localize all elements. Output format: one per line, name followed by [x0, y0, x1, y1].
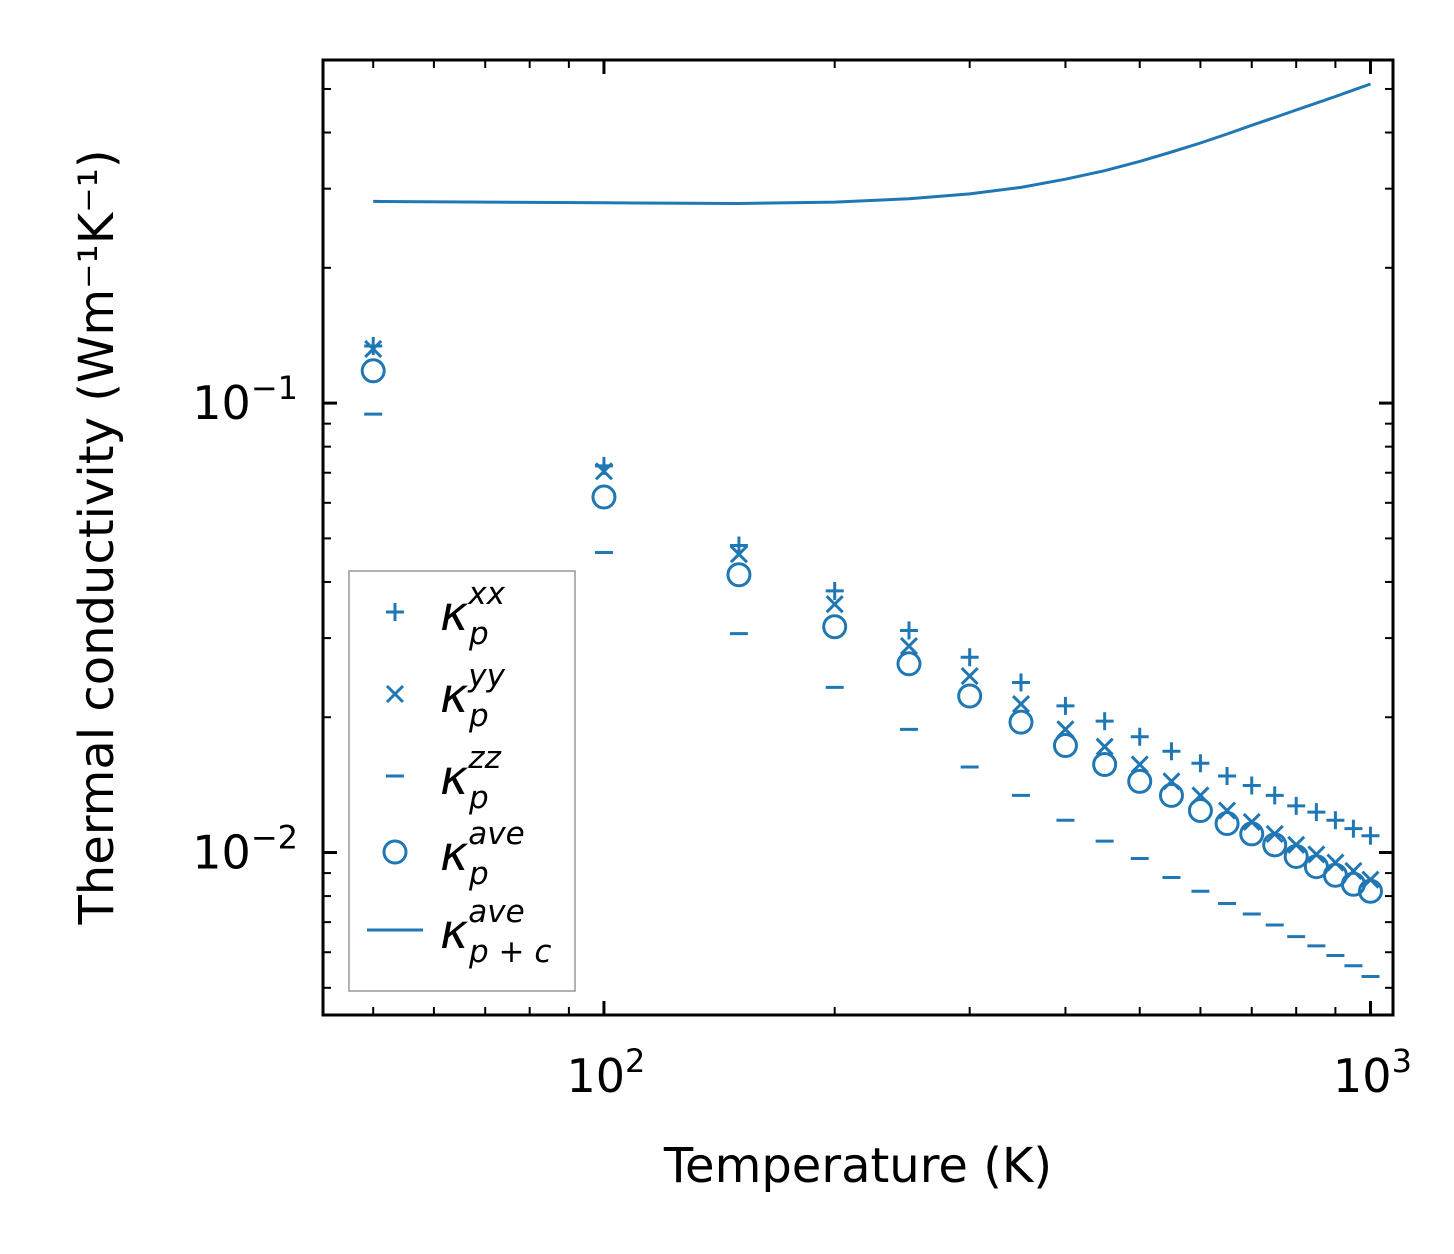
data-point-x [960, 666, 979, 686]
data-point-circle [1158, 782, 1184, 808]
data-point-circle [1092, 751, 1118, 777]
data-point-plus [1095, 712, 1114, 731]
data-point-plus [1011, 673, 1030, 692]
legend-marker-circle [382, 839, 408, 865]
series-ave-line [373, 82, 1372, 206]
data-point-circle [896, 651, 922, 677]
x-stroke [385, 684, 405, 704]
data-point-plus [1162, 742, 1181, 761]
x-stroke [1095, 737, 1114, 756]
x-tick-label: 103 [1333, 1042, 1412, 1103]
legend-item: κave p + c [367, 894, 551, 970]
data-point-plus [960, 648, 979, 667]
data-point-circle [1187, 798, 1213, 824]
x-stroke [825, 595, 844, 614]
data-point-circle [360, 358, 386, 384]
data-point-x [1326, 853, 1345, 872]
x-stroke [1218, 801, 1237, 820]
data-point-plus [1242, 776, 1261, 795]
data-point-plus [364, 336, 383, 355]
data-point-plus [1191, 754, 1210, 773]
x-stroke [899, 637, 919, 656]
x-stroke [1326, 853, 1345, 872]
data-point-circle [1357, 878, 1383, 904]
data-point-plus [1287, 796, 1306, 815]
y-axis-label: Thermal conductivity (Wm⁻¹K⁻¹) [69, 149, 125, 925]
x-tick-label: 102 [567, 1042, 646, 1103]
data-point-plus [1307, 803, 1326, 822]
legend-label: κyy p [440, 658, 506, 734]
x-stroke [1130, 755, 1149, 774]
data-point-x [594, 462, 614, 481]
legend-marker-plus [386, 603, 404, 621]
data-point-circle [1008, 709, 1034, 735]
legend-label: κave p + c [440, 894, 551, 970]
data-point-plus [825, 581, 844, 600]
data-point-plus [1344, 819, 1363, 838]
legend-item: κyy p [385, 658, 506, 734]
data-point-circle [957, 683, 983, 709]
legend-label: κxx p [440, 576, 506, 652]
data-point-circle [1239, 821, 1265, 847]
x-stroke [364, 339, 383, 358]
legend-label: κzz p [440, 740, 502, 816]
legend-marker-x [385, 684, 405, 704]
x-stroke [594, 462, 614, 481]
legend-item: κave p [382, 816, 525, 892]
data-point-plus [1326, 811, 1345, 830]
legend-frame [348, 570, 576, 992]
y-tick-label: 10−2 [192, 819, 298, 880]
series-zz-markers [364, 412, 1380, 978]
y-tick-label: 10−1 [192, 369, 298, 430]
data-point-circle [1262, 832, 1288, 858]
plot-area [360, 82, 1383, 978]
series-line-kappa-p-plus-c-ave [373, 82, 1372, 206]
data-point-circle [1052, 733, 1078, 759]
data-point-plus [1130, 727, 1149, 746]
data-point-x [729, 545, 748, 564]
x-axis-label: Temperature (K) [663, 1138, 1052, 1194]
data-point-plus [1265, 786, 1284, 805]
series-ave-markers [360, 358, 1383, 904]
x-stroke [729, 545, 748, 564]
data-point-x [1130, 755, 1149, 774]
data-point-circle [1340, 871, 1366, 897]
data-point-x [364, 339, 383, 358]
legend-item: κzz p [386, 740, 502, 816]
tick-labels: 102 103 10−1 10−2 [192, 369, 1412, 1103]
data-point-plus [1218, 767, 1237, 786]
data-point-circle [822, 614, 848, 640]
x-stroke [960, 666, 979, 686]
data-point-circle [1283, 843, 1309, 869]
data-point-circle [1127, 768, 1153, 794]
data-point-x [1218, 801, 1237, 820]
data-point-circle [591, 484, 617, 510]
data-point-circle [726, 562, 752, 588]
legend-item: κxx p [386, 576, 506, 652]
axes-frame [321, 58, 1395, 1017]
data-point-circle [1214, 811, 1240, 837]
x-stroke [1011, 694, 1031, 714]
data-point-x [899, 637, 919, 656]
data-point-plus [1056, 696, 1075, 715]
legend-label: κave p [440, 816, 525, 892]
data-point-x [1011, 694, 1031, 714]
data-point-x [1095, 737, 1114, 756]
data-point-plus [729, 536, 748, 555]
data-point-x [825, 595, 844, 614]
data-point-plus [1361, 826, 1380, 845]
data-point-plus [899, 621, 918, 640]
